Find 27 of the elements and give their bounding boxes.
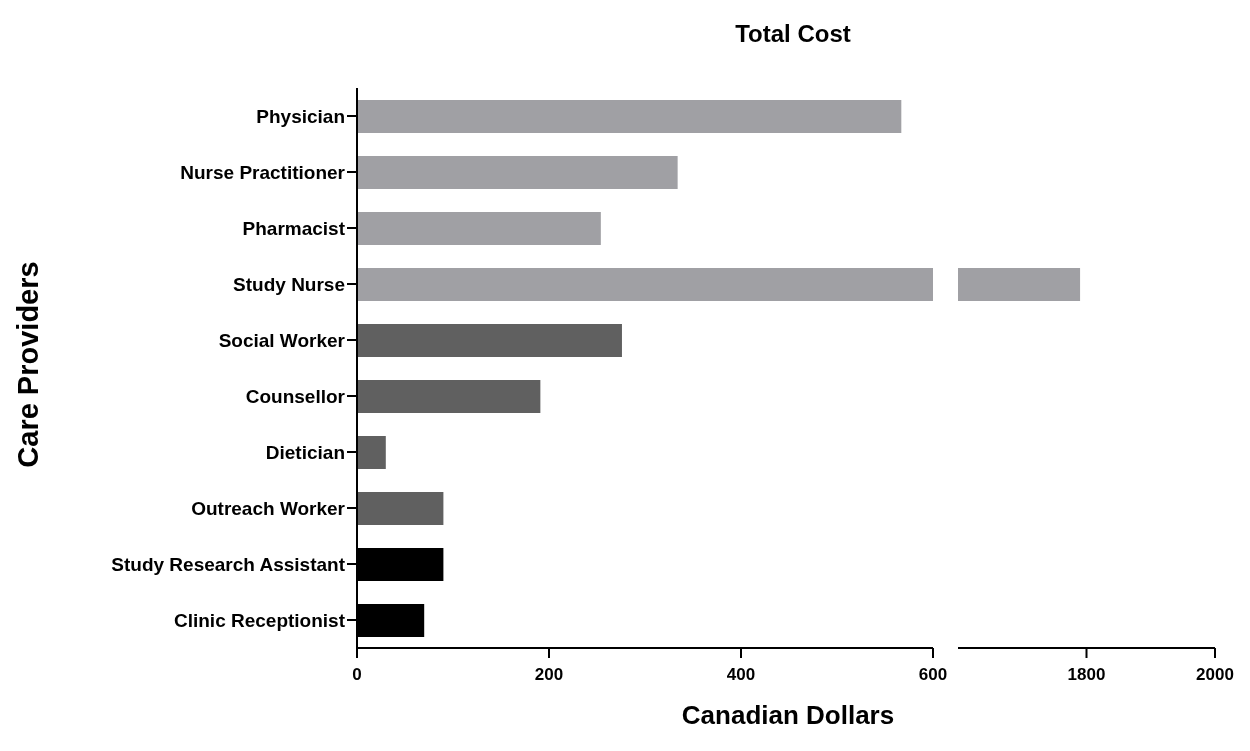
bar	[357, 212, 601, 245]
y-tick-label: Clinic Receptionist	[173, 609, 346, 631]
y-tick-label: Study Nurse	[233, 273, 345, 295]
chart-title: Total Cost	[734, 20, 852, 48]
y-tick-label: Pharmacist	[242, 217, 346, 239]
x-tick-label: 600	[918, 665, 948, 685]
bar	[357, 380, 541, 413]
bar	[357, 100, 902, 133]
bar	[357, 492, 444, 525]
x-tick-label: 1800	[1067, 665, 1106, 685]
x-axis-title: Canadian Dollars	[680, 700, 896, 731]
bar	[357, 268, 933, 301]
x-tick-label: 200	[534, 665, 564, 685]
y-tick-label: Nurse Practitioner	[180, 161, 346, 183]
y-tick-label: Outreach Worker	[191, 497, 346, 519]
bar	[357, 156, 678, 189]
y-tick-label: Physician	[256, 105, 345, 127]
y-tick-label: Dietician	[265, 441, 345, 463]
y-tick-label: Counsellor	[245, 385, 346, 407]
y-tick-label: Study Research Assistant	[111, 553, 346, 575]
x-tick-label: 2000	[1196, 665, 1234, 685]
y-tick-label: Social Worker	[218, 329, 346, 351]
x-tick-label: 0	[352, 665, 362, 685]
x-tick-label: 400	[726, 665, 756, 685]
bar	[357, 324, 622, 357]
bar	[357, 436, 386, 469]
y-axis-title: Care Providers	[11, 260, 45, 470]
